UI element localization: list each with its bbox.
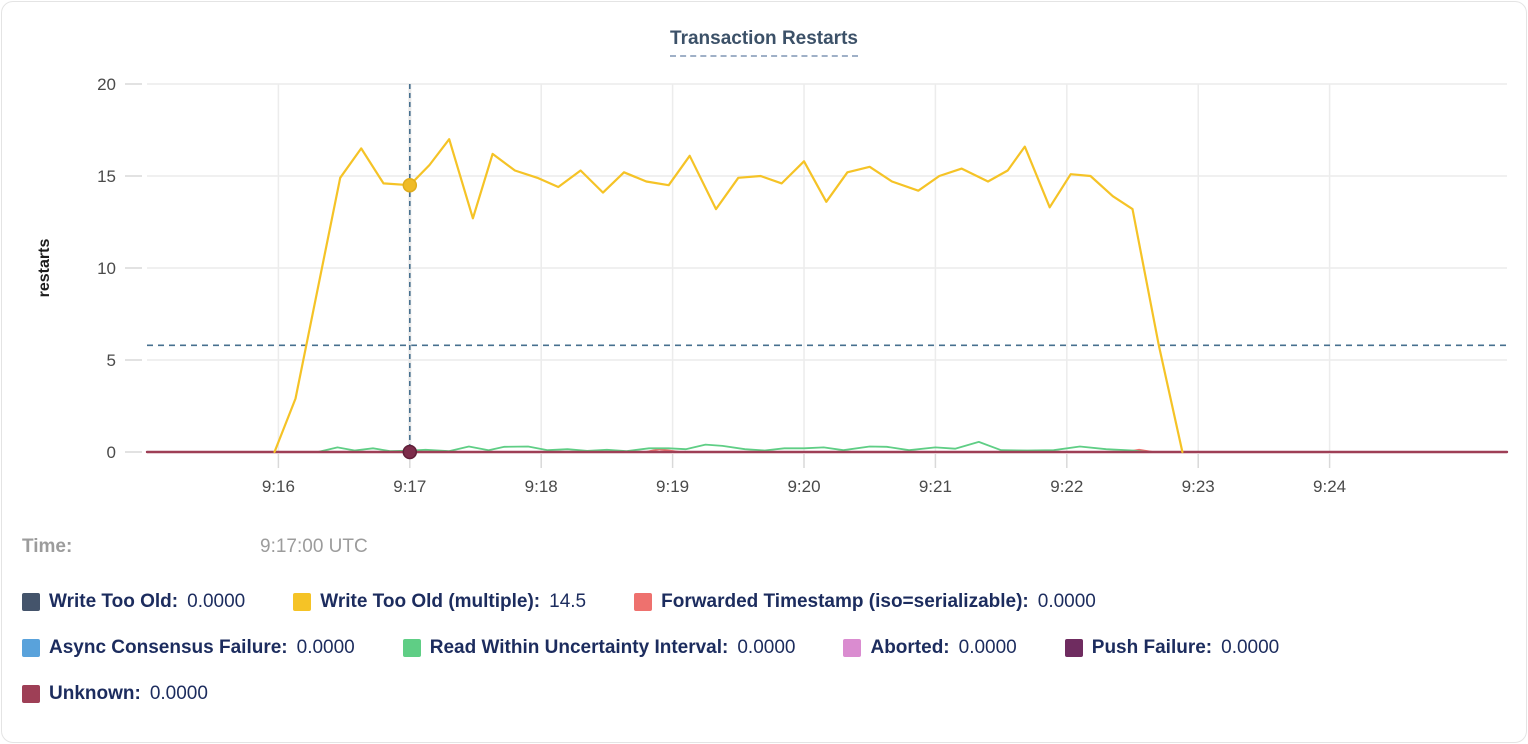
legend-label: Write Too Old: xyxy=(49,591,179,612)
x-tick-label: 9:17 xyxy=(393,477,426,496)
x-tick-label: 9:22 xyxy=(1050,477,1083,496)
x-tick-label: 9:16 xyxy=(262,477,295,496)
legend-swatch-push-failure xyxy=(1064,639,1083,657)
hover-dot xyxy=(402,177,418,193)
legend-label: Push Failure: xyxy=(1091,637,1213,658)
legend-swatch-aborted xyxy=(843,639,862,657)
legend-value: 0.0000 xyxy=(958,637,1017,658)
legend-row: Async Consensus Failure: 0.0000 Read Withi… xyxy=(22,636,1279,660)
y-tick-label: 10 xyxy=(97,259,116,278)
legend-swatch-unknown xyxy=(22,685,40,703)
legend-item-write-too-old[interactable]: Write Too Old: 0.0000 xyxy=(22,590,245,614)
x-tick-label: 9:24 xyxy=(1313,477,1346,496)
chart-legend: Write Too Old: 0.0000 Write Too Old (multi… xyxy=(22,590,1279,706)
legend-value: 0.0000 xyxy=(296,637,355,658)
legend-item-read-within-uncertainty-interval[interactable]: Read Within Uncertainty Interval: 0.0000 xyxy=(402,636,796,660)
hover-time-row: Time: 9:17:00 UTC xyxy=(22,536,368,558)
y-tick-label: 5 xyxy=(107,351,116,370)
y-tick-label: 15 xyxy=(97,167,116,186)
y-axis-title: restarts xyxy=(36,239,53,298)
transaction-restarts-chart[interactable]: 0 5 10 15 20 9:16 9:17 9:18 9:19 9:20 9:21 9:22 9:23… xyxy=(2,2,1527,522)
x-tick-label: 9:23 xyxy=(1182,477,1215,496)
legend-swatch-async-consensus-failure xyxy=(22,639,40,657)
legend-item-forwarded-timestamp[interactable]: Forwarded Timestamp (iso=serializable): 0… xyxy=(634,590,1096,614)
legend-item-aborted[interactable]: Aborted: 0.0000 xyxy=(843,636,1017,660)
x-tick-label: 9:21 xyxy=(919,477,952,496)
legend-label: Read Within Uncertainty Interval: xyxy=(429,637,729,658)
y-tick-label: 20 xyxy=(97,75,116,94)
legend-value: 0.0000 xyxy=(1037,591,1096,612)
series-line-write-too-old-multiple xyxy=(273,138,1184,454)
legend-swatch-write-too-old-multiple xyxy=(293,593,312,611)
legend-value: 14.5 xyxy=(549,591,587,612)
chart-title-row: Transaction Restarts xyxy=(2,28,1526,57)
legend-row: Write Too Old: 0.0000 Write Too Old (multi… xyxy=(22,590,1279,614)
legend-item-write-too-old-multiple[interactable]: Write Too Old (multiple): 14.5 xyxy=(293,590,586,614)
hover-dot xyxy=(402,444,418,460)
hover-time-value: 9:17:00 UTC xyxy=(260,536,368,557)
x-tick-label: 9:18 xyxy=(525,477,558,496)
x-tick-label: 9:20 xyxy=(787,477,820,496)
legend-label: Forwarded Timestamp (iso=serializable): xyxy=(661,591,1029,612)
legend-row: Unknown: 0.0000 xyxy=(22,682,1279,706)
legend-value: 0.0000 xyxy=(1221,637,1280,658)
legend-item-push-failure[interactable]: Push Failure: 0.0000 xyxy=(1064,636,1280,660)
legend-swatch-write-too-old xyxy=(22,593,40,611)
legend-value: 0.0000 xyxy=(149,683,208,704)
legend-value: 0.0000 xyxy=(187,591,246,612)
legend-label: Write Too Old (multiple): xyxy=(320,591,541,612)
legend-item-async-consensus-failure[interactable]: Async Consensus Failure: 0.0000 xyxy=(22,636,355,660)
y-tick-label: 0 xyxy=(107,443,116,462)
legend-label: Aborted: xyxy=(870,637,950,658)
legend-label: Async Consensus Failure: xyxy=(49,637,288,658)
chart-title[interactable]: Transaction Restarts xyxy=(670,28,858,57)
series-line-read-within-uncertainty-interval xyxy=(146,440,1150,453)
legend-item-unknown[interactable]: Unknown: 0.0000 xyxy=(22,682,208,706)
legend-swatch-forwarded-timestamp xyxy=(634,593,653,611)
legend-label: Unknown: xyxy=(49,683,141,704)
x-tick-label: 9:19 xyxy=(656,477,689,496)
chart-canvas[interactable]: 0 5 10 15 20 9:16 9:17 9:18 9:19 9:20 9:21 9:22 9:23… xyxy=(2,2,1527,522)
legend-value: 0.0000 xyxy=(737,637,796,658)
legend-swatch-read-within-uncertainty-interval xyxy=(402,639,421,657)
hover-time-label: Time: xyxy=(22,536,73,557)
